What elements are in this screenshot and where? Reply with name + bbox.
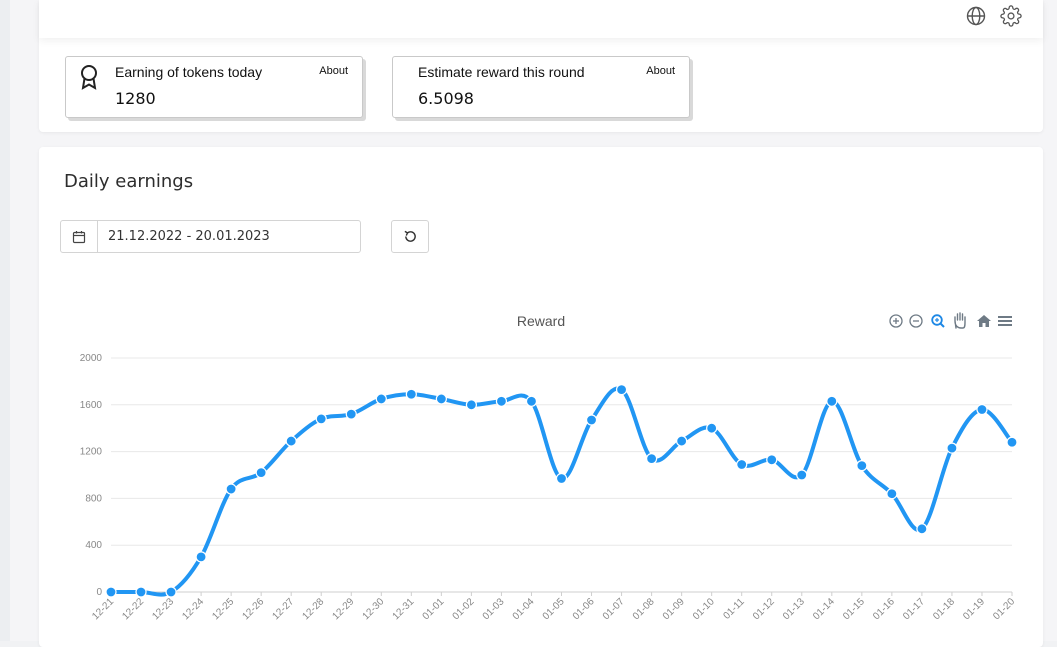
- x-tick-label: 01-18: [931, 596, 957, 622]
- estimate-reward-title: Estimate reward this round: [418, 64, 585, 80]
- left-sidebar-edge: [0, 0, 10, 641]
- data-point[interactable]: [826, 395, 838, 407]
- x-tick-label: 01-07: [601, 596, 627, 622]
- data-point[interactable]: [886, 488, 898, 500]
- data-point[interactable]: [645, 453, 658, 465]
- data-point[interactable]: [676, 435, 688, 447]
- x-tick-label: 12-28: [300, 596, 326, 622]
- x-tick-label: 01-01: [421, 596, 447, 622]
- data-point[interactable]: [916, 523, 928, 535]
- x-tick-label: 01-10: [691, 596, 717, 622]
- y-tick-label: 1600: [80, 400, 103, 411]
- data-point[interactable]: [285, 435, 297, 447]
- data-point[interactable]: [495, 395, 508, 407]
- estimate-reward-card: Estimate reward this round About 6.5098: [392, 56, 690, 118]
- calendar-icon[interactable]: [61, 221, 98, 252]
- x-tick-label: 01-04: [511, 596, 537, 622]
- x-tick-label: 01-06: [571, 596, 597, 622]
- zoom-in-icon[interactable]: [889, 314, 903, 328]
- data-point[interactable]: [315, 413, 327, 425]
- data-point[interactable]: [796, 469, 808, 481]
- tokens-today-about-link[interactable]: About: [319, 65, 348, 77]
- x-tick-label: 01-17: [901, 596, 927, 622]
- data-point[interactable]: [105, 586, 117, 598]
- data-point[interactable]: [375, 393, 387, 405]
- series-line-reward: [109, 386, 1014, 597]
- x-tick-label: 12-22: [120, 596, 146, 622]
- reset-zoom-home-icon[interactable]: [977, 315, 991, 327]
- x-tick-label: 12-26: [240, 596, 266, 622]
- globe-icon[interactable]: [965, 5, 987, 27]
- tokens-today-title: Earning of tokens today: [115, 64, 263, 80]
- data-point[interactable]: [435, 393, 447, 405]
- award-icon: [78, 64, 100, 94]
- data-point[interactable]: [976, 403, 988, 416]
- x-tick-label: 12-24: [180, 596, 206, 622]
- x-tick-label: 01-09: [661, 596, 687, 622]
- y-tick-label: 0: [96, 587, 102, 598]
- data-point[interactable]: [465, 399, 477, 411]
- refresh-button[interactable]: [391, 220, 429, 253]
- data-point[interactable]: [555, 472, 568, 485]
- data-point[interactable]: [345, 408, 357, 420]
- y-tick-label: 2000: [80, 353, 103, 364]
- date-range-value: 21.12.2022 - 20.01.2023: [108, 229, 270, 244]
- x-tick-label: 01-12: [751, 596, 777, 622]
- x-tick-label: 01-14: [811, 596, 837, 622]
- x-tick-label: 12-31: [391, 596, 417, 622]
- date-range-picker[interactable]: 21.12.2022 - 20.01.2023: [60, 220, 361, 253]
- chart-title: Reward: [517, 313, 565, 329]
- tokens-today-value: 1280: [115, 89, 156, 108]
- x-tick-label: 01-19: [961, 596, 987, 622]
- selection-zoom-icon[interactable]: [931, 314, 945, 328]
- x-tick-label: 01-05: [541, 596, 567, 622]
- data-point[interactable]: [405, 388, 417, 400]
- data-point[interactable]: [615, 383, 628, 396]
- x-tick-label: 12-30: [361, 596, 387, 622]
- x-tick-label: 12-25: [210, 596, 236, 622]
- data-point[interactable]: [766, 454, 778, 466]
- data-point[interactable]: [525, 395, 538, 407]
- data-point[interactable]: [165, 586, 177, 598]
- pan-icon[interactable]: [954, 312, 966, 329]
- estimate-reward-value: 6.5098: [418, 89, 474, 108]
- data-point[interactable]: [736, 458, 748, 471]
- x-tick-label: 01-02: [451, 596, 477, 622]
- data-point[interactable]: [856, 460, 868, 472]
- x-tick-label: 01-08: [631, 596, 657, 622]
- data-point[interactable]: [255, 467, 267, 479]
- data-point[interactable]: [1006, 436, 1018, 448]
- x-tick-label: 12-27: [270, 596, 296, 622]
- x-tick-label: 01-13: [781, 596, 807, 622]
- gear-icon[interactable]: [1000, 5, 1022, 27]
- reward-chart: Reward 0 400 800 1200 1600 2000 12-21 12-22 12-23…: [80, 312, 1018, 622]
- data-point[interactable]: [225, 483, 237, 495]
- x-tick-label: 01-16: [871, 596, 897, 622]
- y-tick-label: 800: [85, 493, 102, 504]
- x-tick-label: 12-23: [150, 596, 176, 622]
- zoom-out-icon[interactable]: [909, 314, 923, 328]
- x-tick-label: 12-29: [331, 596, 357, 622]
- refresh-icon: [403, 229, 418, 244]
- data-point[interactable]: [706, 422, 718, 434]
- daily-earnings-card: Daily earnings 21.12.2022 - 20.01.2023 R…: [39, 147, 1043, 647]
- top-toolbar: [39, 0, 1043, 38]
- data-point[interactable]: [195, 551, 207, 563]
- y-tick-label: 400: [85, 540, 102, 551]
- menu-icon[interactable]: [998, 316, 1012, 326]
- x-tick-label: 12-21: [90, 596, 116, 622]
- x-tick-label: 01-03: [481, 596, 507, 622]
- y-tick-label: 1200: [80, 447, 103, 458]
- x-tick-label: 01-15: [841, 596, 867, 622]
- data-point[interactable]: [946, 442, 958, 454]
- stats-card: Earning of tokens today About 1280 Estim…: [39, 0, 1043, 132]
- tokens-today-card: Earning of tokens today About 1280: [65, 56, 363, 118]
- estimate-reward-about-link[interactable]: About: [646, 65, 675, 77]
- x-tick-label: 01-20: [991, 596, 1017, 622]
- daily-earnings-title: Daily earnings: [64, 171, 194, 192]
- data-point[interactable]: [585, 414, 598, 426]
- x-tick-label: 01-11: [721, 596, 747, 622]
- data-point[interactable]: [135, 586, 147, 598]
